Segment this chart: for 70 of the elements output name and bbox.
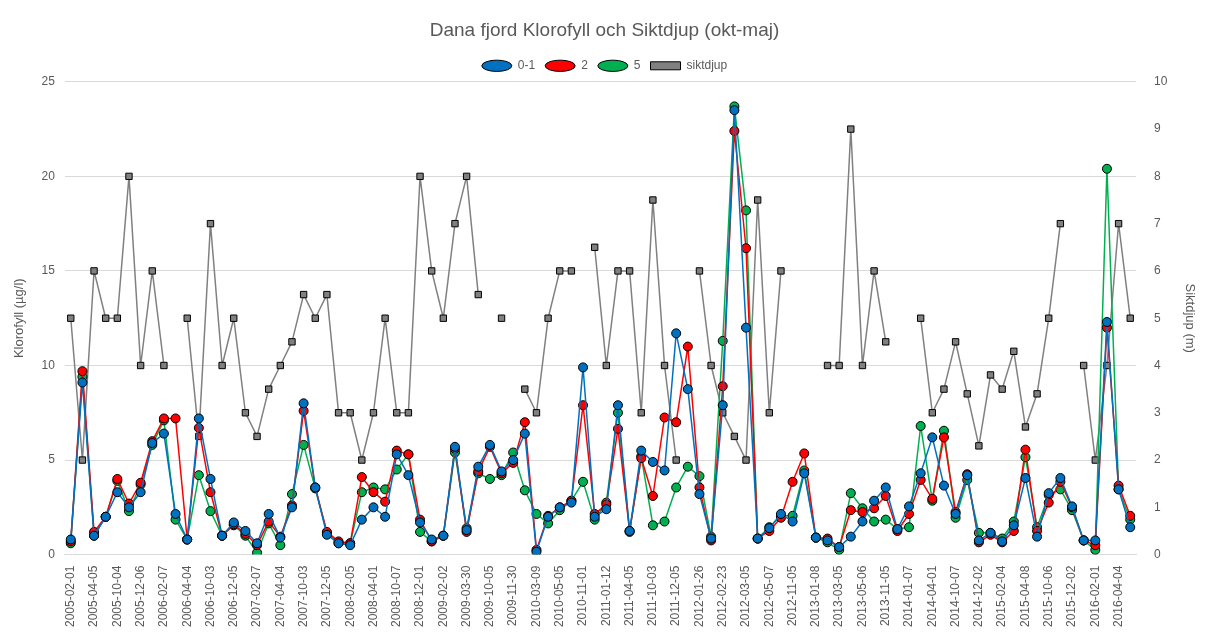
chart-title: Dana fjord Klorofyll och Siktdjup (okt-maj) (429, 18, 780, 40)
y2-axis-title: Siktdjup (m) (1182, 283, 1198, 353)
x-tick-label: 2013-11-05 (878, 565, 893, 627)
y2-tick-label: 4 (1154, 357, 1162, 372)
y-tick-label: 5 (48, 452, 56, 467)
y-tick-label: 15 (41, 263, 56, 278)
x-tick-label: 2013-05-06 (854, 565, 869, 628)
x-tick-label: 2005-02-01 (63, 565, 78, 628)
y-tick-label: 20 (41, 168, 56, 183)
x-tick-label: 2016-04-04 (1110, 565, 1125, 628)
x-tick-label: 2009-11-30 (505, 565, 520, 627)
y-tick-label: 25 (41, 74, 56, 89)
y2-tick-label: 6 (1154, 263, 1162, 278)
y2-tick-label: 2 (1154, 452, 1162, 467)
x-tick-label: 2011-12-05 (668, 565, 683, 627)
x-tick-label: 2006-12-05 (226, 565, 241, 628)
y-tick-label: 0 (48, 546, 56, 561)
x-tick-label: 2012-03-05 (738, 565, 753, 628)
x-tick-label: 2009-03-30 (458, 565, 473, 628)
x-tick-label: 2006-04-04 (179, 565, 194, 628)
x-tick-label: 2007-12-05 (319, 565, 334, 628)
x-tick-label: 2008-02-05 (342, 565, 357, 628)
x-tick-label: 2013-01-08 (808, 565, 823, 628)
y2-tick-label: 9 (1154, 121, 1162, 136)
y-tick-label: 10 (41, 357, 56, 372)
x-tick-label: 2005-10-04 (109, 565, 124, 628)
x-tick-label: 2013-03-05 (831, 565, 846, 628)
legend-label: 5 (633, 58, 641, 73)
x-tick-label: 2012-02-23 (715, 565, 730, 628)
legend-label: 0-1 (517, 58, 536, 73)
x-tick-label: 2014-04-01 (924, 565, 939, 628)
x-tick-label: 2007-02-07 (249, 565, 264, 628)
x-tick-label: 2015-10-06 (1041, 565, 1056, 628)
x-tick-label: 2010-03-09 (528, 565, 543, 628)
y2-tick-label: 3 (1154, 405, 1162, 420)
x-tick-label: 2008-12-01 (412, 565, 427, 628)
y2-tick-label: 7 (1154, 215, 1162, 230)
x-tick-label: 2011-10-03 (645, 565, 660, 627)
x-tick-label: 2014-12-02 (971, 565, 986, 628)
x-tick-label: 2014-01-07 (901, 565, 916, 628)
x-tick-label: 2005-12-06 (132, 565, 147, 628)
y2-tick-label: 8 (1154, 168, 1162, 183)
x-tick-label: 2011-01-12 (598, 565, 613, 627)
x-tick-label: 2009-10-05 (482, 565, 497, 628)
x-tick-label: 2012-11-05 (784, 565, 799, 627)
x-tick-label: 2015-12-02 (1064, 565, 1079, 628)
x-tick-label: 2015-02-04 (994, 565, 1009, 628)
y2-tick-label: 0 (1154, 546, 1162, 561)
y2-tick-label: 1 (1154, 499, 1162, 514)
x-tick-label: 2010-11-01 (575, 565, 590, 627)
y2-tick-label: 5 (1154, 310, 1162, 325)
x-tick-label: 2012-01-26 (691, 565, 706, 628)
legend-label: siktdjup (686, 58, 728, 73)
x-tick-label: 2014-10-07 (947, 565, 962, 628)
x-tick-label: 2011-04-05 (621, 565, 636, 627)
x-tick-label: 2005-04-05 (86, 565, 101, 628)
y-axis-title: Klorofyll (µg/l) (11, 278, 27, 359)
y2-tick-label: 10 (1154, 74, 1168, 89)
x-tick-label: 2010-05-05 (552, 565, 567, 628)
x-tick-label: 2006-10-03 (202, 565, 217, 628)
x-tick-label: 2008-10-07 (389, 565, 404, 628)
x-tick-label: 2007-04-04 (272, 565, 287, 628)
x-tick-label: 2016-02-01 (1087, 565, 1102, 628)
x-tick-label: 2012-05-07 (761, 565, 776, 628)
x-tick-label: 2006-02-07 (156, 565, 171, 628)
x-tick-label: 2008-04-01 (365, 565, 380, 628)
x-tick-label: 2007-10-03 (295, 565, 310, 628)
x-tick-label: 2015-04-08 (1017, 565, 1032, 628)
x-tick-label: 2009-02-02 (435, 565, 450, 628)
legend-label: 2 (581, 58, 589, 73)
